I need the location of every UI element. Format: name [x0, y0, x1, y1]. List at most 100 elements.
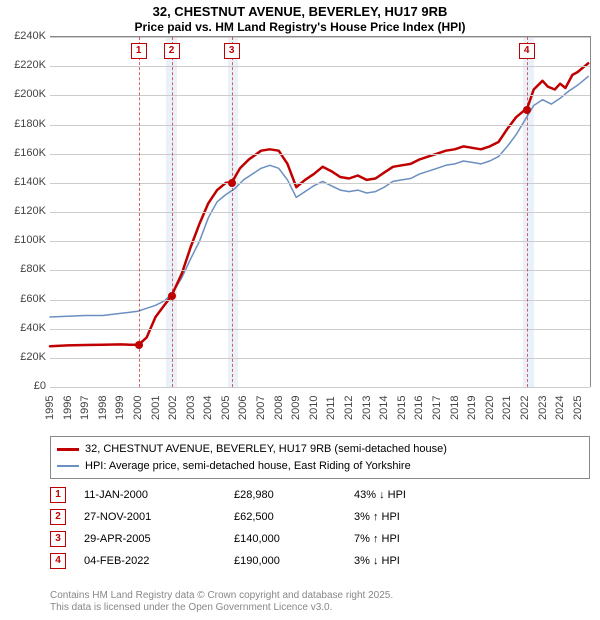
x-tick-label: 2016 — [413, 396, 425, 420]
sales-price: £28,980 — [234, 489, 354, 501]
title-line-2: Price paid vs. HM Land Registry's House … — [0, 20, 600, 34]
marker-label-box: 2 — [164, 43, 180, 59]
x-tick-label: 2018 — [449, 396, 461, 420]
y-tick-label: £160K — [14, 147, 46, 159]
gridline — [50, 358, 590, 359]
x-tick-label: 2023 — [537, 396, 549, 420]
sales-row: 111-JAN-2000£28,98043% ↓ HPI — [50, 484, 590, 506]
sales-date: 27-NOV-2001 — [84, 511, 234, 523]
y-tick-label: £140K — [14, 176, 46, 188]
marker-line — [139, 37, 140, 387]
footer-line-1: Contains HM Land Registry data © Crown c… — [50, 590, 590, 602]
y-tick-label: £60K — [20, 293, 46, 305]
y-tick-label: £80K — [20, 263, 46, 275]
gridline — [50, 387, 590, 388]
legend-box: 32, CHESTNUT AVENUE, BEVERLEY, HU17 9RB … — [50, 436, 590, 479]
marker-label-box: 3 — [224, 43, 240, 59]
series-price_paid — [50, 63, 588, 346]
marker-dot — [135, 341, 143, 349]
sales-marker-box: 2 — [50, 509, 66, 525]
chart-title-block: 32, CHESTNUT AVENUE, BEVERLEY, HU17 9RB … — [0, 0, 600, 34]
y-axis-labels: £0£20K£40K£60K£80K£100K£120K£140K£160K£1… — [0, 36, 48, 386]
sales-date: 29-APR-2005 — [84, 533, 234, 545]
sales-marker-box: 4 — [50, 553, 66, 569]
y-tick-label: £180K — [14, 118, 46, 130]
marker-line — [172, 37, 173, 387]
legend-label-property: 32, CHESTNUT AVENUE, BEVERLEY, HU17 9RB … — [85, 441, 447, 458]
sales-row: 4 04-FEB-2022£190,0003% ↓ HPI — [50, 550, 590, 572]
x-tick-label: 1996 — [62, 396, 74, 420]
y-tick-label: £200K — [14, 88, 46, 100]
x-tick-label: 2015 — [396, 396, 408, 420]
x-tick-label: 2017 — [431, 396, 443, 420]
x-tick-label: 2020 — [484, 396, 496, 420]
x-tick-label: 2009 — [290, 396, 302, 420]
marker-dot — [168, 292, 176, 300]
marker-dot — [523, 106, 531, 114]
y-tick-label: £240K — [14, 30, 46, 42]
x-tick-label: 2001 — [150, 396, 162, 420]
gridline — [50, 154, 590, 155]
footer-line-2: This data is licensed under the Open Gov… — [50, 602, 590, 614]
x-tick-label: 2025 — [572, 396, 584, 420]
gridline — [50, 125, 590, 126]
y-tick-label: £120K — [14, 205, 46, 217]
x-tick-label: 2008 — [273, 396, 285, 420]
sales-price: £190,000 — [234, 555, 354, 567]
sales-row: 3 29-APR-2005£140,0007% ↑ HPI — [50, 528, 590, 550]
sales-date: 11-JAN-2000 — [84, 489, 234, 501]
sales-delta: 3% ↓ HPI — [354, 555, 474, 567]
x-tick-label: 1998 — [97, 396, 109, 420]
sales-delta: 3% ↑ HPI — [354, 511, 474, 523]
y-tick-label: £100K — [14, 234, 46, 246]
legend-swatch-red — [57, 448, 79, 451]
marker-line — [232, 37, 233, 387]
sales-price: £140,000 — [234, 533, 354, 545]
sales-date: 04-FEB-2022 — [84, 555, 234, 567]
gridline — [50, 241, 590, 242]
x-tick-label: 2007 — [255, 396, 267, 420]
gridline — [50, 37, 590, 38]
gridline — [50, 212, 590, 213]
legend-row-property: 32, CHESTNUT AVENUE, BEVERLEY, HU17 9RB … — [57, 441, 583, 458]
legend-label-hpi: HPI: Average price, semi-detached house,… — [85, 458, 411, 475]
x-tick-label: 2003 — [185, 396, 197, 420]
gridline — [50, 66, 590, 67]
x-axis-labels: 1995199619971998199920002001200220032004… — [50, 390, 590, 440]
marker-line — [527, 37, 528, 387]
y-tick-label: £20K — [20, 351, 46, 363]
sales-marker-box: 1 — [50, 487, 66, 503]
marker-dot — [228, 179, 236, 187]
marker-label-box: 1 — [131, 43, 147, 59]
sales-table: 1 11-JAN-2000£28,980 4 3% ↓ HPI 2 27-NOV-2001… — [50, 484, 590, 572]
legend-swatch-blue — [57, 465, 79, 467]
x-tick-label: 2002 — [167, 396, 179, 420]
x-tick-label: 2022 — [519, 396, 531, 420]
sales-row: 2 27-NOV-2001£62,5003% ↑ HPI — [50, 506, 590, 528]
x-tick-label: 2021 — [501, 396, 513, 420]
legend-row-hpi: HPI: Average price, semi-detached house,… — [57, 458, 583, 475]
gridline — [50, 183, 590, 184]
y-tick-label: £0 — [34, 380, 46, 392]
title-line-1: 32, CHESTNUT AVENUE, BEVERLEY, HU17 9RB — [0, 4, 600, 20]
x-tick-label: 2024 — [554, 396, 566, 420]
x-tick-label: 1995 — [44, 396, 56, 420]
y-tick-label: £220K — [14, 59, 46, 71]
x-tick-label: 2011 — [325, 396, 337, 420]
x-tick-label: 2000 — [132, 396, 144, 420]
gridline — [50, 270, 590, 271]
x-tick-label: 2006 — [237, 396, 249, 420]
gridline — [50, 300, 590, 301]
y-tick-label: £40K — [20, 322, 46, 334]
chart-plot-area: 1 2 3 4 — [50, 36, 591, 387]
x-tick-label: 2005 — [220, 396, 232, 420]
sales-price: £62,500 — [234, 511, 354, 523]
marker-label-box: 4 — [519, 43, 535, 59]
sales-delta: 7% ↑ HPI — [354, 533, 474, 545]
x-tick-label: 1997 — [79, 396, 91, 420]
x-tick-label: 2012 — [343, 396, 355, 420]
sales-marker-box: 3 — [50, 531, 66, 547]
footer-attribution: Contains HM Land Registry data © Crown c… — [50, 590, 590, 614]
x-tick-label: 2004 — [202, 396, 214, 420]
x-tick-label: 2010 — [308, 396, 320, 420]
